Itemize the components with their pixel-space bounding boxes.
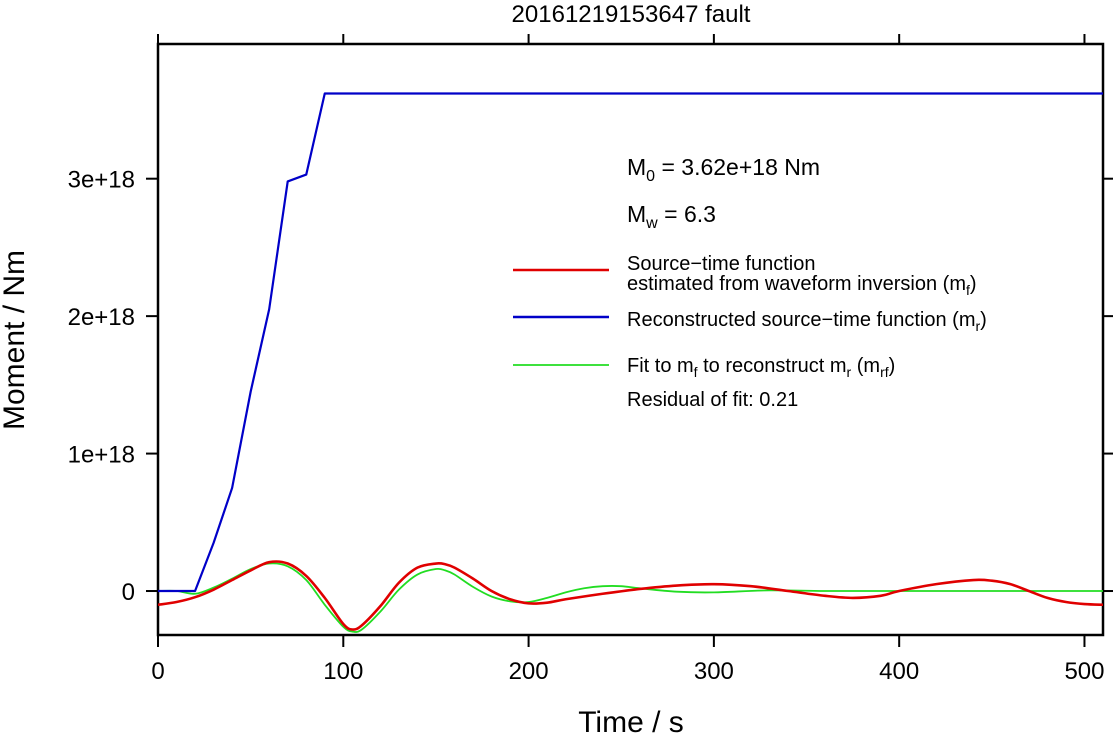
series-reconstructed [158,92,1103,593]
x-axis-label: Time / s [578,706,684,736]
legend-fit-t4: ) [889,355,896,377]
x-tick-label-3: 300 [694,658,734,685]
legend-label-source-time-function-line2: estimated from waveform inversion (mf) [627,273,977,298]
legend-fit-s2: r [847,364,852,380]
legend-fit-s3: rf [880,364,889,380]
chart-title: 20161219153647 fault [512,1,751,28]
legend-rc-end: ) [980,309,987,331]
legend-fit-t3: (m [851,355,880,377]
legend: Source−time function estimated from wave… [513,253,987,411]
m0-value: = 3.62e+18 Nm [655,154,820,180]
legend-rc-text: Reconstructed source−time function (m [627,309,976,331]
m0-symbol: M [627,154,646,180]
residual-annotation: Residual of fit: 0.21 [627,389,798,411]
x-tick-label-0: 0 [151,658,164,685]
series-layer [158,92,1103,633]
x-tick-label-1: 100 [323,658,363,685]
x-tick-label-2: 200 [509,658,549,685]
legend-fit-t1: Fit to m [627,355,694,377]
mw-value: = 6.3 [658,201,716,227]
legend-sf-text: estimated from waveform inversion (m [627,273,966,295]
m0-subscript: 0 [646,168,655,185]
legend-label-fit: Fit to mf to reconstruct mr (mrf) [627,355,895,380]
y-tick-label-2: 2e+18 [68,304,135,331]
legend-rc-sub: r [976,318,981,334]
legend-label-reconstructed: Reconstructed source−time function (mr) [627,309,987,334]
x-tick-label-4: 400 [879,658,919,685]
seismic-moment-annotation: M0 = 3.62e+18 Nm [627,154,820,185]
x-axis-ticks: 0 100 200 300 400 500 [151,34,1104,685]
y-axis-label: Moment / Nm [0,250,31,430]
plot-frame [156,42,1105,637]
legend-fit-t2: to reconstruct m [698,355,847,377]
legend-sf-end: ) [970,273,977,295]
legend-sf-sub: f [966,282,970,298]
annotations: M0 = 3.62e+18 Nm Mw = 6.3 [627,154,820,232]
x-tick-label-5: 500 [1064,658,1104,685]
series-fit [158,562,1103,633]
mw-symbol: M [627,201,646,227]
y-tick-label-0: 0 [122,579,135,606]
legend-label-source-time-function-line1: Source−time function [627,253,815,275]
y-tick-label-3: 3e+18 [68,167,135,194]
moment-magnitude-annotation: Mw = 6.3 [627,201,716,232]
y-tick-label-1: 1e+18 [68,442,135,469]
y-axis-ticks: 0 1e+18 2e+18 3e+18 [68,167,1113,606]
mw-subscript: w [645,215,658,232]
series-source-time-function [158,560,1103,631]
legend-fit-s1: f [694,364,698,380]
